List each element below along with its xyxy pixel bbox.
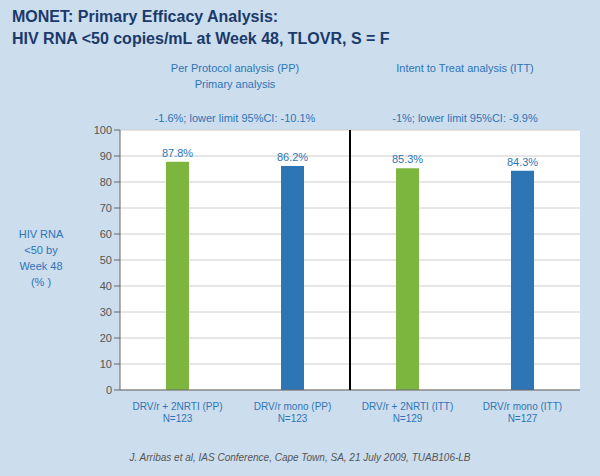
html-text:HIV RNA <50 by Week 48 (% ): HIV RNA <50 by Week 48 (% ) xyxy=(18,228,64,288)
svg-text:40: 40 xyxy=(100,280,112,292)
svg-text:60: 60 xyxy=(100,228,112,240)
svg-text:DRV/r + 2NRTI (ITT)N=129: DRV/r + 2NRTI (ITT)N=129 xyxy=(362,401,454,424)
svg-text:DRV/r mono (ITT)N=127: DRV/r mono (ITT)N=127 xyxy=(483,401,562,424)
html-text:HIV RNA <50 copies/mL at Week: HIV RNA <50 copies/mL at Week 48, TLOVR,… xyxy=(12,30,390,47)
svg-text:0: 0 xyxy=(106,384,112,396)
svg-text:50: 50 xyxy=(100,254,112,266)
html-text:J. Arribas et al, IAS Conferen: J. Arribas et al, IAS Conference, Cape T… xyxy=(129,452,471,463)
svg-text:30: 30 xyxy=(100,306,112,318)
svg-text:86.2%: 86.2% xyxy=(277,151,308,163)
svg-text:100: 100 xyxy=(94,124,112,136)
svg-text:84.3%: 84.3% xyxy=(507,156,538,168)
svg-text:70: 70 xyxy=(100,202,112,214)
html-text:-1%; lower limit 95%CI: -9.9%: -1%; lower limit 95%CI: -9.9% xyxy=(392,112,538,124)
svg-text:85.3%: 85.3% xyxy=(392,153,423,165)
svg-text:DRV/r mono (PP)N=123: DRV/r mono (PP)N=123 xyxy=(254,401,332,424)
html-text:MONET: Primary Efficacy Analys: MONET: Primary Efficacy Analysis: xyxy=(12,8,279,25)
svg-text:80: 80 xyxy=(100,176,112,188)
svg-text:DRV/r + 2NRTI (PP)N=123: DRV/r + 2NRTI (PP)N=123 xyxy=(133,401,223,424)
html-text:Primary analysis: Primary analysis xyxy=(194,78,276,90)
svg-text:87.8%: 87.8% xyxy=(162,147,193,159)
svg-text:10: 10 xyxy=(100,358,112,370)
html-text:Per Protocol analysis (PP): Per Protocol analysis (PP) xyxy=(170,62,300,74)
html-text:-1.6%; lower limit 95%CI: -10.: -1.6%; lower limit 95%CI: -10.1% xyxy=(154,112,316,124)
html-text:Intent to Treat analysis (ITT): Intent to Treat analysis (ITT) xyxy=(396,62,534,74)
svg-text:20: 20 xyxy=(100,332,112,344)
svg-text:90: 90 xyxy=(100,150,112,162)
